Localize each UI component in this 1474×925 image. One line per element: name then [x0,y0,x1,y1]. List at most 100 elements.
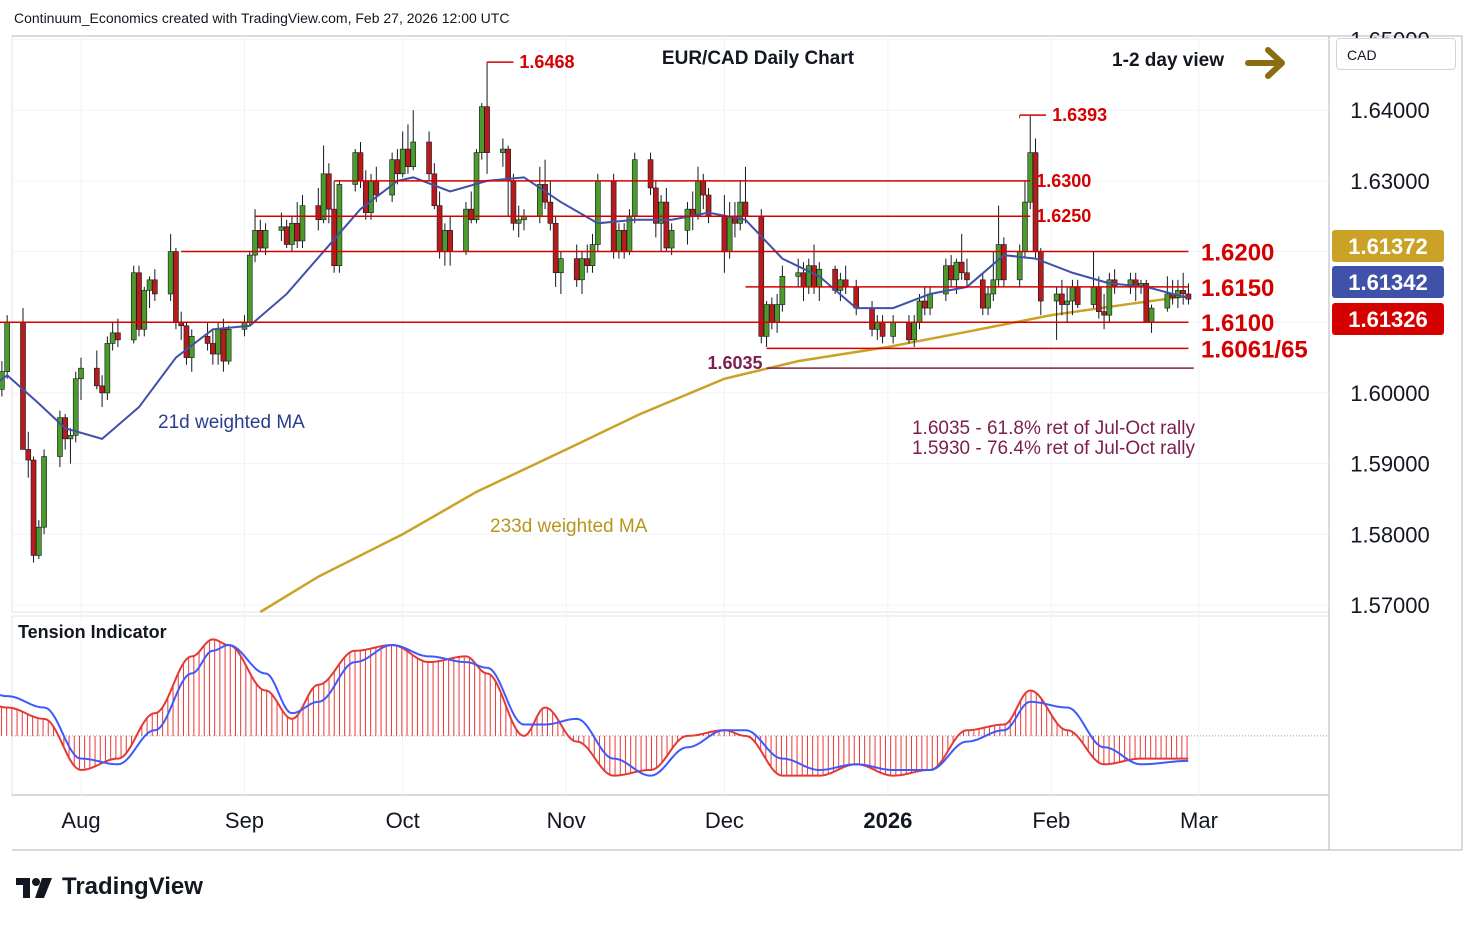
candle-body [616,230,622,252]
candle-body [394,159,401,175]
sideways-arrow-icon [1245,47,1285,79]
candle-body [225,329,232,362]
candle-body [1064,300,1070,305]
candle-body [1022,201,1028,252]
currency-selector[interactable]: CAD [1336,38,1456,70]
arrow-head [1265,47,1285,79]
candle-body [547,201,554,224]
candle-body [916,300,923,323]
candle-body [500,148,506,153]
tension-signal-line [0,644,1189,777]
candle-body [811,265,817,288]
y-tick-label: 1.64000 [1350,98,1430,123]
candle-body [853,286,860,309]
tradingview-logo[interactable]: TradingView [14,873,203,901]
level-label: 1.6200 [1201,240,1274,267]
price-label-value: 1.61326 [1348,307,1428,332]
candle-body [215,329,221,355]
x-tick-label: Sep [225,808,264,833]
level-label: 1.6250 [1036,206,1091,226]
candle-body [410,141,417,168]
chart-title: EUR/CAD Daily Chart [662,48,855,69]
candle-body [368,180,374,213]
candle-body [653,187,659,224]
tradingview-logo-text: TradingView [62,873,203,900]
candle-body [41,456,47,528]
candle-body [78,367,84,380]
level-label: 1.6100 [1201,310,1274,337]
candle-body [299,205,306,242]
candle-body [505,148,511,182]
tension-indicator-pane: Tension Indicator [0,622,1329,777]
candle-body [173,251,179,323]
overlay-labels: EUR/CAD Daily Chart 1-2 day view 1.6035 - … [158,47,1444,537]
candle-body [906,321,912,341]
candle-body [579,258,585,281]
price-pane-border [11,35,1330,613]
x-tick-label: Nov [547,808,586,833]
view-label: 1-2 day view [1112,50,1224,71]
candle-body [99,385,105,394]
price-label-value: 1.61372 [1348,234,1428,259]
y-tick-label: 1.60000 [1350,381,1430,406]
candle-body [584,258,591,266]
candle-body [964,272,970,281]
candle-body [1053,293,1060,302]
level-label: 1.6061/65 [1201,336,1308,363]
candle-body [985,293,991,309]
candle-body [352,152,359,185]
level-label: 1.6300 [1036,171,1091,191]
candle-body [399,148,406,175]
candle-body [262,230,269,249]
price-grid [11,35,1463,851]
candle-body [552,222,559,274]
candle-body [115,332,121,341]
candle-body [294,222,301,242]
candle-body [1032,152,1039,252]
candle-body [774,304,780,323]
candle-body [589,244,596,266]
candle-body [1101,311,1107,316]
candle-body [595,180,601,245]
candle-body [20,321,26,450]
candle-body [911,321,918,341]
level-label: 1.6393 [1052,105,1107,125]
price-label-box [1332,303,1444,335]
candle-body [805,265,812,288]
candle-body [879,321,886,337]
candle-body [795,272,802,277]
candle-body [721,215,728,252]
candle-body [468,208,475,221]
candle-body [737,201,743,224]
candle-body [436,205,443,252]
ma233-line [259,294,1189,614]
price-label-box [1332,266,1444,298]
candle-body [1069,286,1076,302]
candle-body [626,215,633,252]
candle-body [326,173,332,210]
candle-body [94,367,100,387]
ma233-label: 233d weighted MA [490,516,648,537]
candle-body [357,152,364,182]
candle-body [373,180,380,196]
candle-body [621,230,627,252]
candle-body [315,205,322,221]
candle-body [684,208,691,231]
candle-body [842,279,849,288]
candle-body [336,184,343,266]
ma21-layer [0,176,1189,440]
candle-body [979,279,986,309]
candle-body [631,159,638,217]
candle-body [874,321,881,330]
tension-title: Tension Indicator [18,622,167,642]
level-label: 1.6150 [1201,275,1274,302]
y-tick-label: 1.57000 [1350,593,1430,618]
candle-body [948,265,954,281]
candle-body [426,141,432,175]
candle-body [890,321,896,337]
candle-body [473,152,480,221]
tension-line [0,638,1189,777]
level-label: 1.6035 [708,353,763,373]
candle-body [1090,286,1097,305]
candle-body [953,261,960,281]
